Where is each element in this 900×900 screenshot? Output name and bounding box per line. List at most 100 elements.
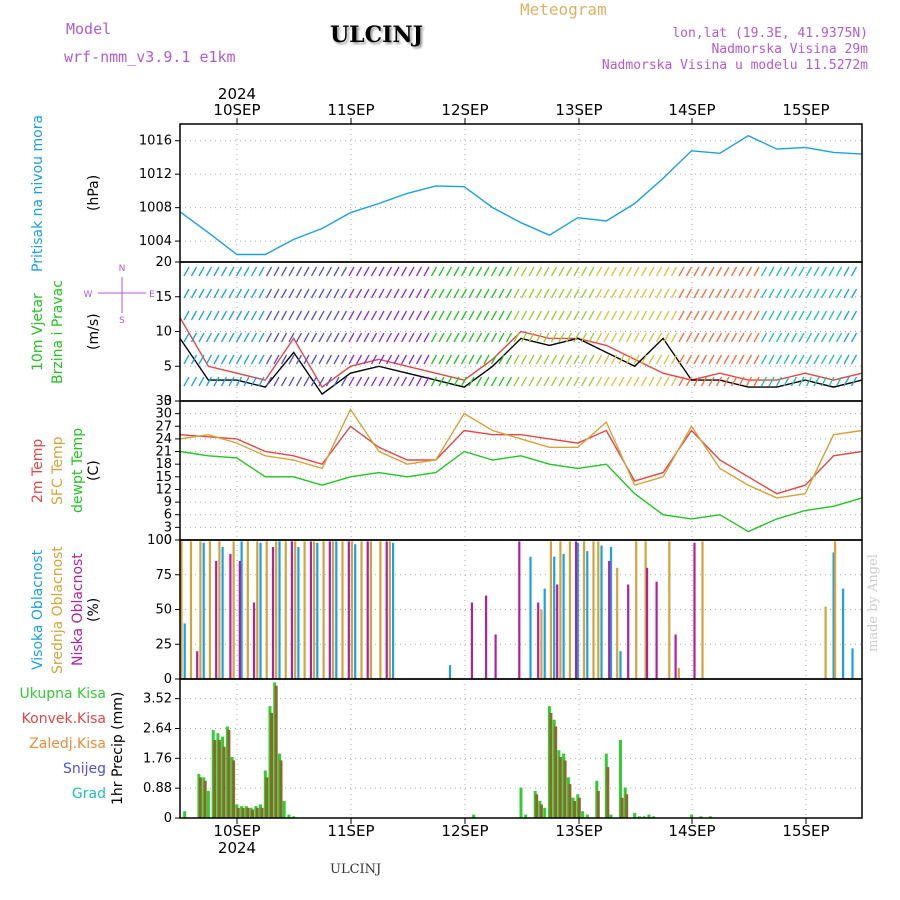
y-tick-label: 1012 [139,167,172,182]
bar [596,790,600,818]
wind-arrow [798,332,805,343]
wind-arrow [498,310,505,321]
wind-arrow [513,332,520,343]
wind-arrow [333,288,340,299]
wind-arrow [303,376,310,387]
wind-arrow [423,354,430,365]
precip-legend-0: Ukupna Kisa [19,686,106,702]
wind-arrow [760,376,768,387]
wind-arrow [723,332,730,343]
wind-arrow [588,310,595,321]
wind-arrow [205,288,213,299]
wind-arrow [183,288,190,299]
wind-arrow [685,288,693,299]
bar [620,797,624,818]
bar [494,634,497,679]
wind-arrow [438,266,445,277]
wind-arrow [303,310,310,321]
wind-arrow [235,376,243,387]
wind-arrow [265,376,273,387]
bar [563,760,567,818]
wind-arrow [700,310,708,321]
wind-arrow [550,266,558,277]
wind-arrow [625,266,633,277]
wind-arrow [348,266,355,277]
wind-arrow [243,354,250,365]
bar [535,794,539,818]
wind-arrow [228,266,235,277]
wind-arrow [348,310,355,321]
wind-arrow [663,376,670,387]
wind-arrow [610,376,618,387]
wind-arrow [468,354,475,365]
wind-arrow [790,376,798,387]
wind-arrow [708,332,715,343]
wind-arrow [768,266,775,277]
bar [470,602,473,679]
wind-arrow [670,266,678,277]
bar [274,685,278,818]
wind-arrow [783,376,790,387]
wind-arrow [813,354,820,365]
wind-arrow [280,354,288,365]
bar [568,784,572,818]
bar [549,541,552,679]
bar [824,606,827,679]
wind-arrow [760,266,768,277]
bar [392,542,395,679]
wind-arrow [228,354,235,365]
wind-arrow [475,310,483,321]
wind-arrow [430,266,438,277]
wind-arrow [580,310,588,321]
precip-legend-4: Grad [71,786,106,802]
bar [202,542,205,679]
wind-arrow [820,288,828,299]
bar [518,541,521,679]
wind-arrow [318,310,325,321]
y-tick-label: 24 [155,432,172,447]
wind-arrow [483,376,490,387]
wind-arrow [325,376,333,387]
wind-arrow [190,310,198,321]
wind-arrow [430,376,438,387]
bar [229,553,232,679]
wind-arrow [835,266,843,277]
wind-arrow [753,288,760,299]
wind-arrow [183,332,190,343]
bar [529,556,532,679]
bar [254,806,258,818]
wind-arrow [655,288,663,299]
wind-arrow [633,310,640,321]
bar [472,814,476,818]
bar [832,552,835,679]
wind-arrow [850,288,858,299]
wind-arrow [228,310,235,321]
wind-arrow [640,354,648,365]
wind-arrow [385,354,393,365]
wind-arrow [505,310,513,321]
compass-s: S [119,316,125,326]
bar [388,541,391,679]
wind-arrow [573,332,580,343]
bottom-day-label: 10SEP [213,822,260,840]
wind-arrow [475,332,483,343]
wind-arrow [423,288,430,299]
wind-arrow [558,332,565,343]
wind-arrow [453,266,460,277]
wind-arrow [505,376,513,387]
wind-arrow [685,376,693,387]
bar [609,547,613,679]
bar [290,541,293,679]
model-altitude-label: Nadmorska Visina u modelu 11.5272m [601,58,868,73]
wind-arrow [408,266,415,277]
wind-arrow [805,288,813,299]
series-line-1-0 [179,317,863,389]
wind-arrow [385,376,393,387]
wind-arrow [468,332,475,343]
bar [279,760,283,818]
wind-arrow [490,354,498,365]
wind-arrow [393,354,400,365]
bar [303,541,306,679]
wind-arrow [288,354,295,365]
wind-arrow [648,376,655,387]
